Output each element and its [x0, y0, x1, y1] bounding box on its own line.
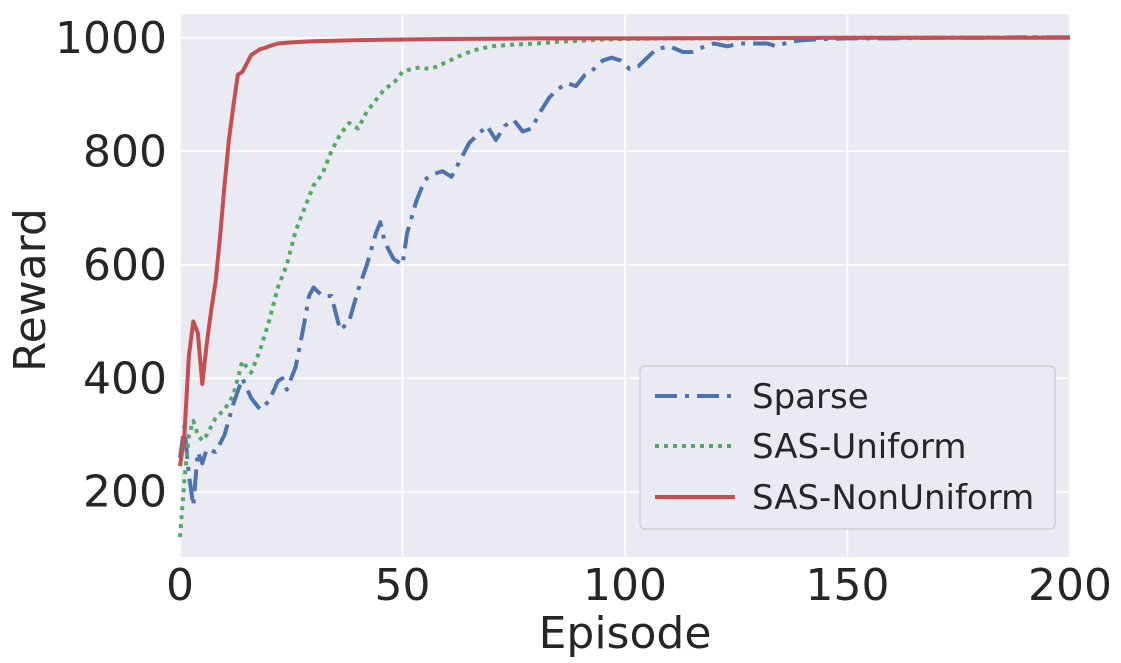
series-line-sparse [178, 35, 1070, 508]
series-line-sas-nonuniform [178, 35, 1070, 467]
x-tick-label: 50 [375, 560, 431, 611]
y-tick-label: 1000 [55, 13, 167, 64]
y-tick-label: 200 [83, 467, 167, 518]
x-gridlines [179, 14, 1071, 557]
series-layer [178, 35, 1071, 538]
x-tick-label: 200 [1028, 560, 1112, 611]
y-tick-labels: 200 400 600 800 1000 [55, 13, 167, 518]
y-tick-label: 600 [83, 240, 167, 291]
x-tick-label: 100 [583, 560, 667, 611]
legend-label-sparse: Sparse [752, 377, 869, 417]
y-tick-label: 400 [83, 353, 167, 404]
x-tick-label: 150 [806, 560, 890, 611]
x-axis-title: Episode [539, 608, 712, 659]
legend-box [639, 365, 1056, 530]
legend-label-sas-uniform: SAS-Uniform [752, 427, 966, 467]
legend: Sparse SAS-Uniform SAS-NonUniform [639, 365, 1056, 530]
y-tick-label: 800 [83, 126, 167, 177]
legend-label-sas-nonuniform: SAS-NonUniform [752, 478, 1034, 518]
x-tick-labels: 0 50 100 150 200 [166, 560, 1112, 611]
y-axis-title: Reward [5, 208, 56, 372]
series-line-sas-uniform [178, 35, 1071, 538]
x-tick-label: 0 [166, 560, 194, 611]
